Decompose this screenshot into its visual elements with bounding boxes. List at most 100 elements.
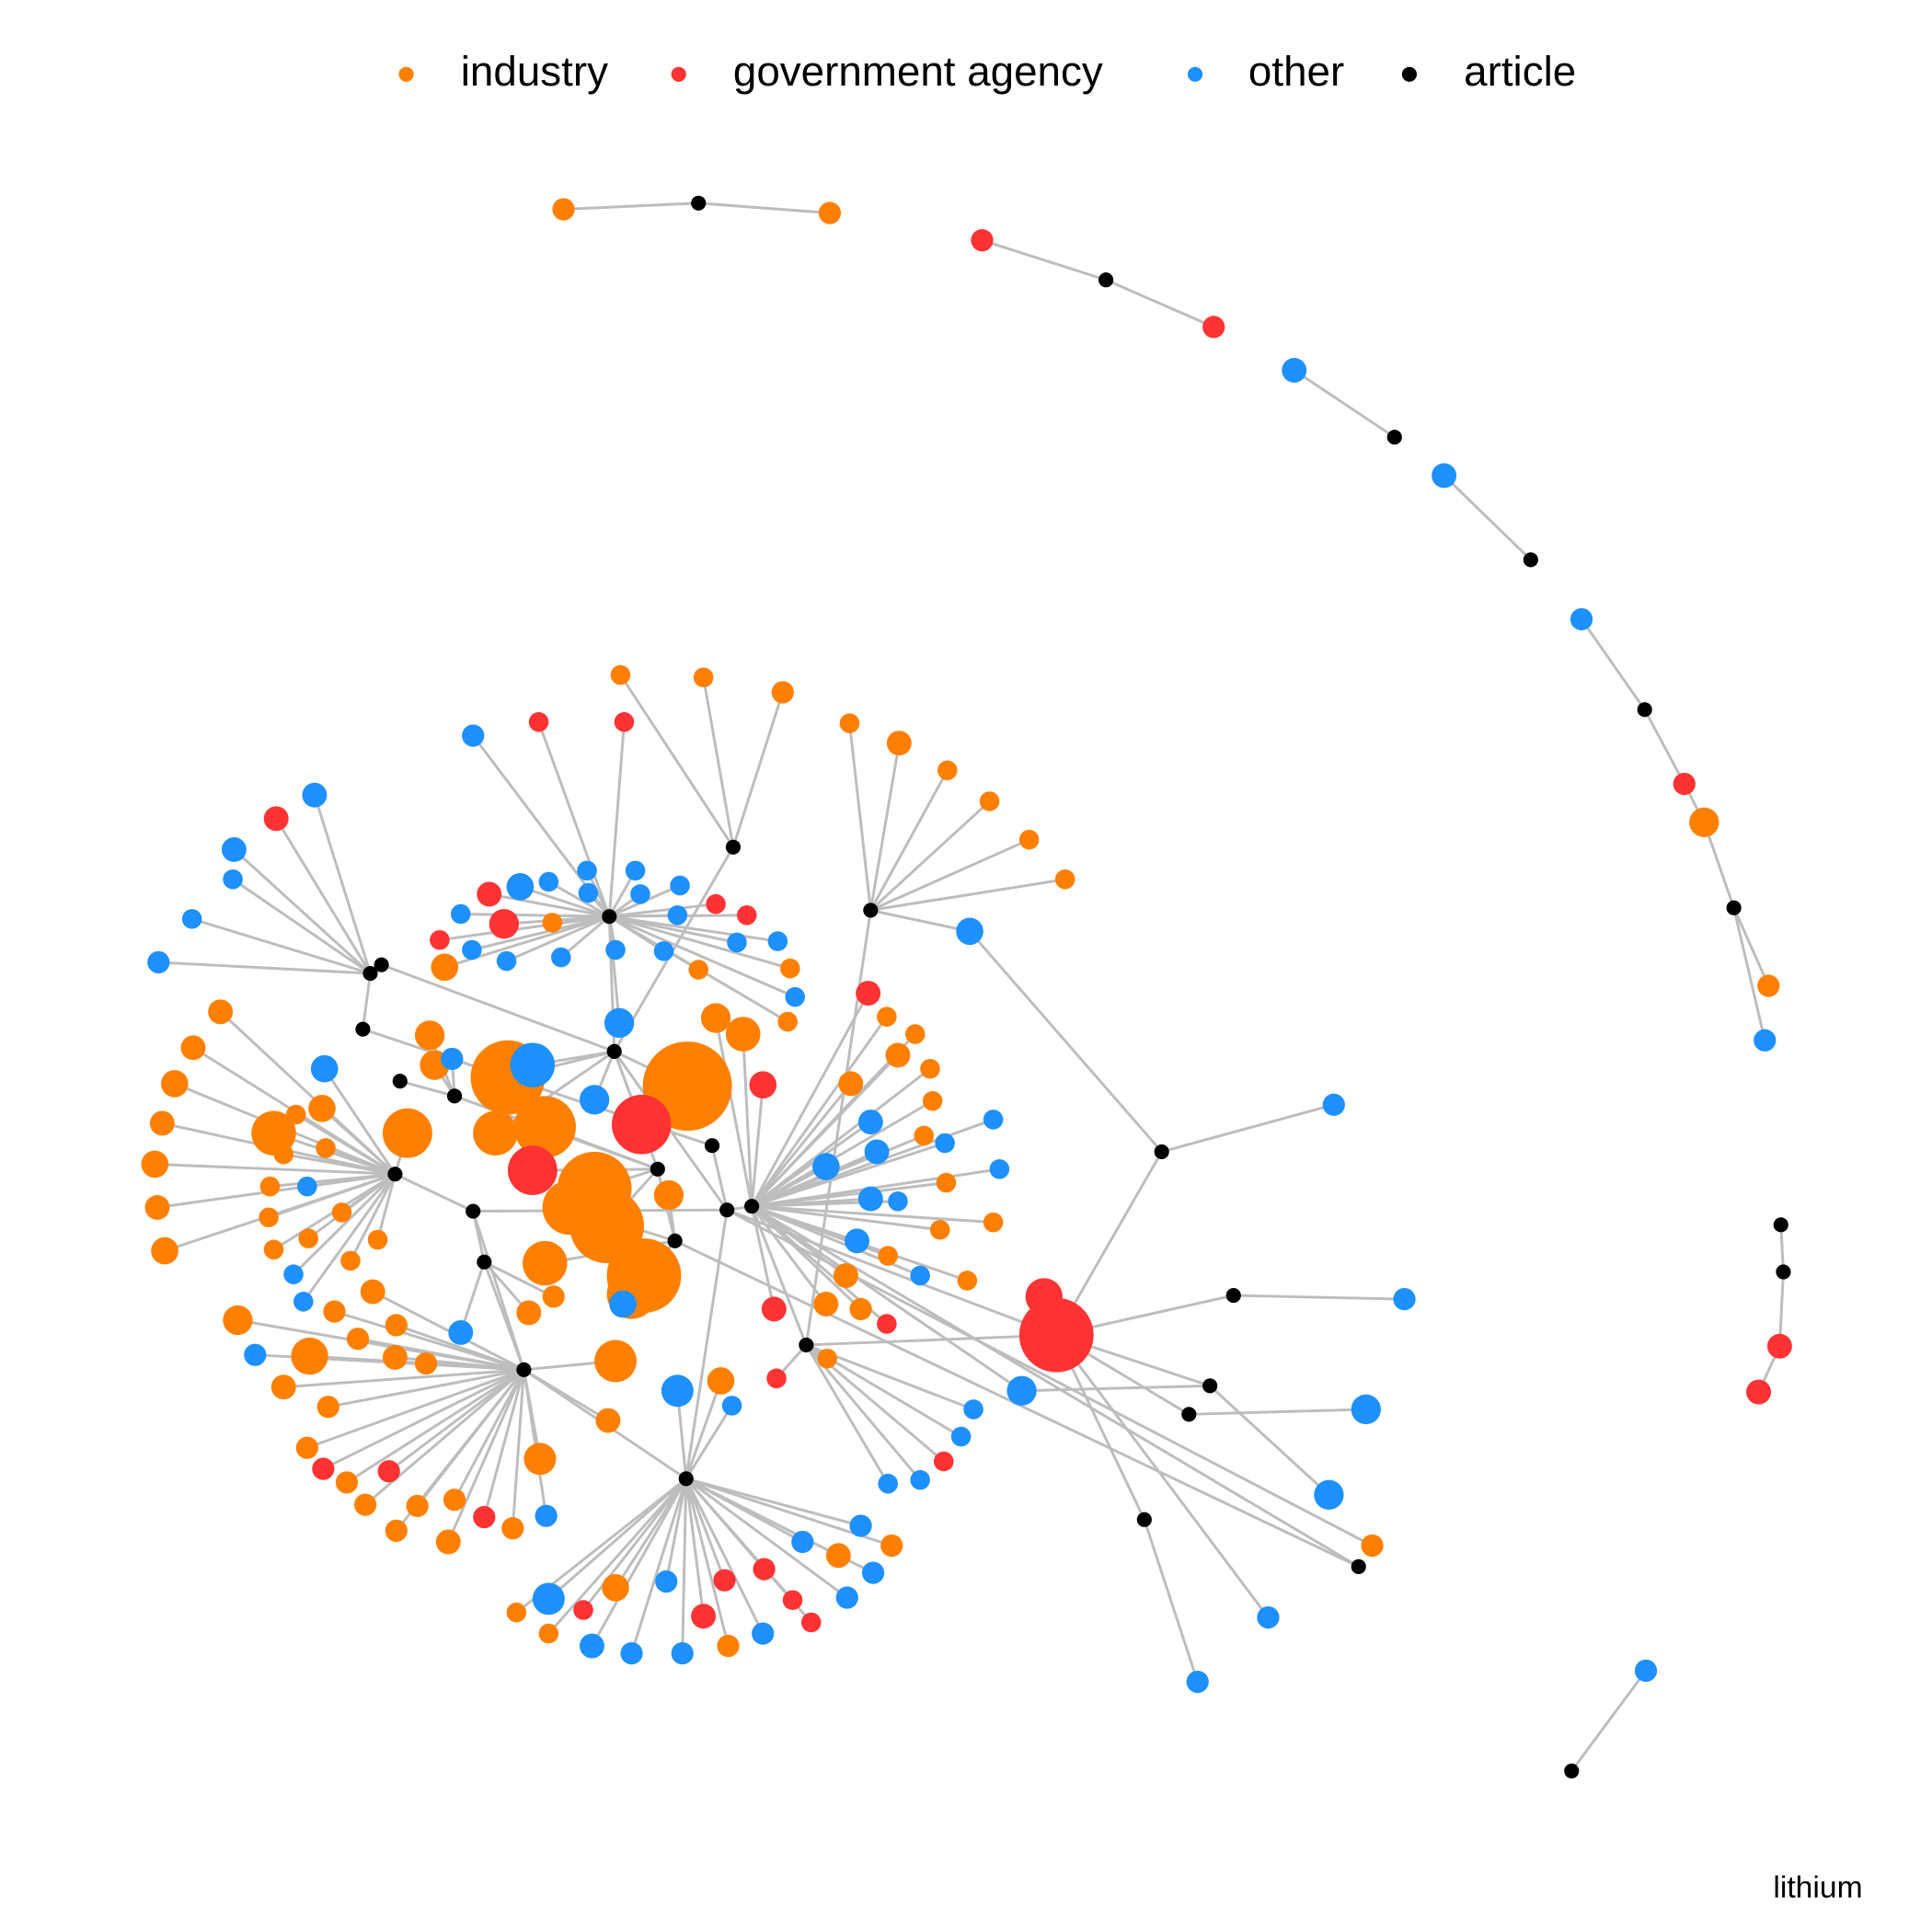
- node: [595, 1408, 621, 1433]
- node: [753, 1558, 776, 1581]
- node: [655, 1570, 678, 1593]
- edge: [614, 1478, 688, 1589]
- node: [516, 1362, 532, 1377]
- node: [905, 1024, 926, 1044]
- edge: [294, 1113, 397, 1176]
- edge: [323, 1067, 397, 1175]
- node: [863, 903, 879, 918]
- node: [780, 958, 800, 979]
- node: [620, 1642, 643, 1665]
- edge: [805, 1343, 922, 1481]
- node: [1673, 773, 1696, 796]
- node: [580, 1085, 610, 1115]
- edge: [684, 1478, 765, 1635]
- node: [414, 1352, 438, 1375]
- edge: [607, 721, 626, 917]
- node: [1689, 807, 1719, 837]
- node: [688, 960, 708, 980]
- node: [713, 1569, 736, 1592]
- node: [149, 1110, 175, 1136]
- edge: [307, 1172, 397, 1240]
- node: [462, 939, 482, 960]
- edge: [523, 1368, 609, 1422]
- edge: [387, 1368, 525, 1473]
- node: [489, 909, 520, 939]
- node: [360, 1279, 385, 1305]
- node: [1018, 1297, 1094, 1373]
- node: [181, 909, 202, 929]
- node: [367, 1229, 388, 1250]
- edge: [591, 1478, 688, 1647]
- edge: [381, 963, 615, 1053]
- edge: [608, 914, 791, 971]
- node: [283, 1264, 304, 1284]
- node: [800, 1612, 822, 1633]
- legend: industry government agency other article: [398, 48, 1576, 95]
- node: [857, 1186, 883, 1212]
- node: [880, 1534, 903, 1558]
- edge: [1209, 1385, 1330, 1496]
- node: [937, 760, 958, 781]
- edge: [750, 1205, 828, 1305]
- node: [477, 881, 502, 907]
- node: [963, 1399, 983, 1420]
- node: [777, 1011, 798, 1032]
- edge: [460, 912, 610, 918]
- node: [667, 1233, 683, 1248]
- edge: [306, 1368, 524, 1450]
- node: [316, 1396, 339, 1419]
- legend-dot: [671, 66, 686, 82]
- node: [1393, 1288, 1416, 1311]
- node: [377, 1460, 400, 1483]
- edge: [608, 914, 796, 999]
- edge: [346, 1368, 525, 1484]
- node: [1054, 869, 1075, 890]
- node: [1351, 1394, 1381, 1425]
- node: [878, 1473, 898, 1494]
- caption: lithium: [1773, 1870, 1862, 1904]
- edge: [1143, 1519, 1200, 1683]
- node: [1136, 1512, 1152, 1527]
- node: [653, 941, 674, 961]
- edge: [751, 1181, 947, 1208]
- node: [580, 1633, 604, 1659]
- node: [671, 1642, 694, 1665]
- edge: [681, 1478, 688, 1654]
- node: [1202, 1378, 1218, 1394]
- node: [650, 1161, 665, 1177]
- edge: [283, 1368, 524, 1389]
- node: [602, 1573, 629, 1602]
- node: [725, 839, 741, 855]
- node: [825, 1543, 851, 1569]
- node: [466, 1203, 481, 1219]
- node: [335, 1471, 359, 1494]
- node: [630, 884, 650, 904]
- node: [1776, 1264, 1791, 1280]
- node: [767, 931, 788, 951]
- node: [614, 712, 635, 732]
- node: [602, 909, 617, 925]
- node: [929, 1219, 950, 1240]
- node: [523, 1240, 568, 1286]
- node: [1564, 1763, 1580, 1779]
- node: [885, 1042, 911, 1068]
- node: [448, 1320, 474, 1345]
- node: [291, 1337, 328, 1375]
- edge: [804, 910, 872, 1346]
- node: [835, 1586, 858, 1609]
- edge: [750, 1016, 889, 1208]
- node: [744, 1199, 760, 1214]
- edge: [609, 903, 717, 918]
- node: [340, 1250, 361, 1271]
- edge: [1293, 369, 1396, 439]
- node: [578, 882, 599, 903]
- edge: [684, 1405, 733, 1480]
- node: [538, 871, 559, 892]
- node: [877, 1314, 897, 1334]
- edge: [982, 238, 1107, 282]
- node: [771, 681, 794, 704]
- edge: [1105, 278, 1214, 328]
- node: [297, 1176, 317, 1197]
- node: [983, 1212, 1004, 1233]
- node: [979, 791, 1000, 811]
